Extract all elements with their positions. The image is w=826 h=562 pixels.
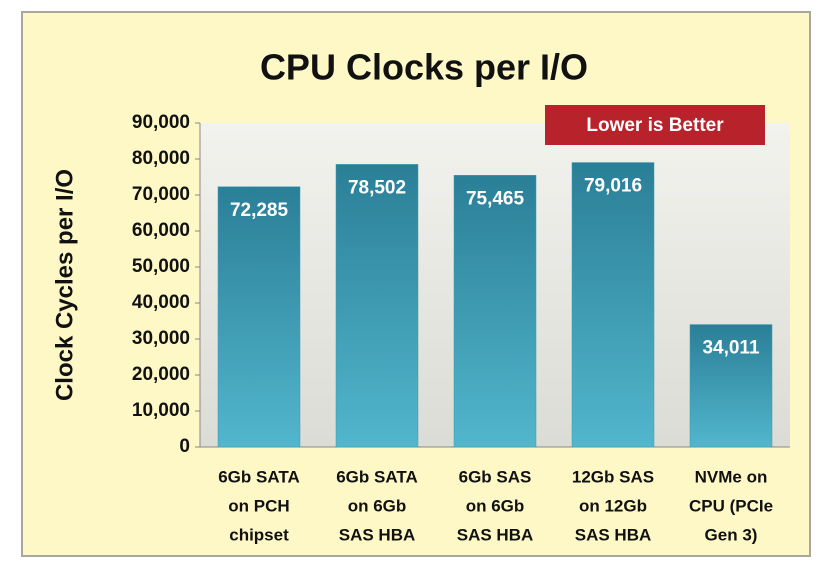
bar xyxy=(453,175,537,448)
y-tick-label: 20,000 xyxy=(132,364,190,385)
value-label: 79,016 xyxy=(584,176,642,197)
chart-title: CPU Clocks per I/O xyxy=(260,47,588,88)
x-tick-label: SAS HBA xyxy=(339,525,416,544)
x-tick-label: SAS HBA xyxy=(575,525,652,544)
value-label: 75,465 xyxy=(466,188,525,209)
x-tick-label: chipset xyxy=(229,525,289,544)
bar xyxy=(335,164,419,448)
bar xyxy=(571,162,655,448)
x-tick-label: on PCH xyxy=(228,496,289,515)
value-label: 72,285 xyxy=(230,200,289,221)
x-tick-label: CPU (PCIe xyxy=(689,496,773,515)
y-tick-label: 60,000 xyxy=(132,220,190,241)
y-axis-label: Clock Cycles per I/O xyxy=(51,169,78,401)
x-tick-label: 6Gb SAS xyxy=(459,467,532,486)
y-tick-label: 30,000 xyxy=(132,328,190,349)
x-tick-label: on 6Gb xyxy=(348,496,407,515)
x-tick-label: on 12Gb xyxy=(579,496,647,515)
y-tick-label: 10,000 xyxy=(132,400,190,421)
x-tick-label: on 6Gb xyxy=(466,496,525,515)
bar xyxy=(689,324,773,448)
y-tick-label: 80,000 xyxy=(132,148,190,169)
y-tick-label: 0 xyxy=(179,436,190,457)
value-label: 78,502 xyxy=(348,177,406,198)
x-tick-label: 12Gb SAS xyxy=(572,467,654,486)
x-tick-label: 6Gb SATA xyxy=(336,467,418,486)
x-tick-label: SAS HBA xyxy=(457,525,534,544)
y-tick-label: 50,000 xyxy=(132,256,190,277)
x-tick-label: 6Gb SATA xyxy=(218,467,300,486)
annotation: Lower is Better xyxy=(586,115,724,136)
x-tick-label: Gen 3) xyxy=(705,525,758,544)
y-tick-label: 90,000 xyxy=(132,112,190,133)
bar xyxy=(217,186,301,448)
y-tick-label: 40,000 xyxy=(132,292,190,313)
annotation-box xyxy=(545,105,765,145)
x-tick-label: NVMe on xyxy=(695,467,768,486)
value-label: 34,011 xyxy=(702,338,759,359)
y-tick-label: 70,000 xyxy=(132,184,190,205)
